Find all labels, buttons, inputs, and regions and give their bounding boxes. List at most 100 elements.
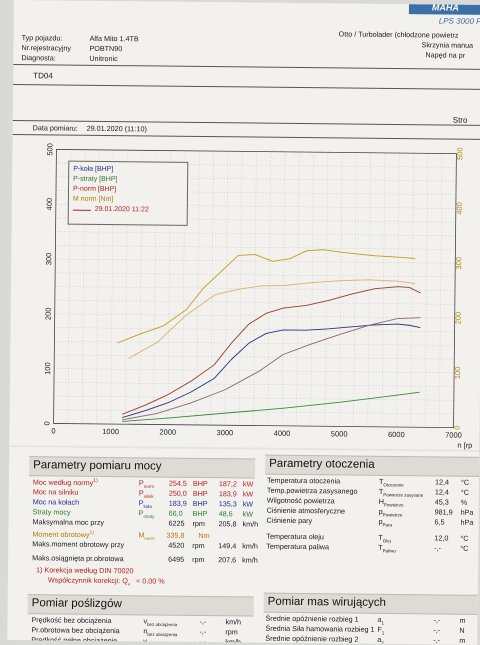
chart-legend: P-koła [BHP] P-straty [BHP] P-norm [BHP]…: [67, 160, 189, 226]
param-label: Straty mocy: [32, 507, 71, 517]
row-unit: km/h: [225, 637, 241, 645]
row-symbol-sub: pełne obciążenie: [146, 641, 181, 645]
param-unit-2: km/h: [242, 519, 259, 529]
row-label: Średnie opóźnienie rozbieg 2: [265, 633, 359, 644]
grid-line-horizontal: [56, 176, 457, 182]
y-left-tick-label: 200: [44, 307, 53, 320]
param-label: Moc na silniku: [33, 487, 79, 496]
row-symbol-sub: Powietrze zasysane: [383, 492, 424, 498]
max-torque-rpm: 4520: [168, 540, 185, 550]
torque-symbol: Mnorm: [138, 530, 154, 541]
param-unit-2: kW: [242, 509, 254, 519]
date-divider-top: [12, 119, 480, 126]
y-left-tick-label: 400: [45, 198, 54, 211]
x-tick-label: 4000: [274, 429, 291, 438]
grid-line-horizontal: [54, 368, 455, 374]
y-right-tick-label: 300: [454, 257, 463, 270]
row-label: Prędkość pełne obciążenie: [31, 635, 118, 645]
grid-line-horizontal: [55, 286, 455, 291]
row-symbol-sub: Olej: [382, 538, 391, 544]
row-symbol-sub: bez obciążenia: [147, 621, 178, 628]
correction-factor-sub: v: [127, 581, 131, 587]
row-label: Prędkość bez obciążenia: [31, 615, 112, 626]
row-symbol-sub: 2: [381, 640, 384, 645]
params-section-title: Parametry pomiaru mocy: [33, 459, 162, 473]
y-left-tick-label: 100: [43, 362, 52, 375]
param-value-1: 6225: [168, 518, 185, 528]
y-right-tick-label: 0: [453, 426, 462, 430]
vehicle-type-value: Alfa Mito 1.4TB: [89, 33, 139, 44]
engine-type: Otto / Turbolader (chłodzone powietrz: [338, 29, 459, 40]
param-value-1: 254,5: [168, 478, 187, 488]
torque-unit: Nm: [198, 530, 210, 541]
param-unit-2: kW: [242, 479, 254, 489]
row-label: Temperatura otoczenia: [266, 475, 341, 486]
series-line-5: [128, 279, 416, 359]
y-left-tick-label: 300: [44, 253, 53, 266]
correction-factor-label: Współczynnik korekcji: Q: [47, 575, 128, 586]
grid-line-horizontal: [54, 299, 455, 305]
x-tick-label: 3000: [217, 428, 234, 437]
grid-line-horizontal: [54, 313, 455, 319]
param-unit-2: kW: [242, 499, 254, 509]
x-tick-label: 5000: [331, 429, 348, 438]
row-label: Wilgotność powietrza: [266, 495, 335, 506]
param-unit-1: BHP: [192, 478, 208, 489]
dyno-report-sheet: MAHA LPS 3000 P Typ pojazdu: Alfa Mito 1…: [7, 0, 480, 645]
grid-line-horizontal: [54, 327, 455, 332]
chart-grid: [53, 149, 457, 429]
param-unit-1: BHP: [192, 488, 208, 499]
row-symbol-sub: 1: [381, 630, 385, 636]
mass-section-title: Pomiar mas wirujących: [267, 595, 387, 609]
code-divider: [13, 83, 480, 90]
brand-logo: MAHA: [431, 2, 459, 13]
grid-line-horizontal: [56, 162, 457, 168]
row-value: -,-: [199, 626, 207, 637]
gearbox-type: Skrzynia manua: [421, 40, 474, 50]
row-value: 6,5: [434, 517, 445, 527]
legend-item-p-straty: P-straty [BHP]: [73, 175, 118, 184]
x-tick-label: 1000: [102, 427, 119, 436]
row-value: -,-: [433, 635, 441, 645]
row-value: 981,9: [434, 507, 453, 517]
series-line-0: [122, 286, 421, 415]
registration-label: Nr.rejestracyjny: [21, 43, 72, 53]
row-value: 12,0: [434, 533, 449, 543]
chart-curves: [117, 249, 421, 422]
series-line-2: [122, 391, 420, 422]
grid-line-horizontal: [54, 354, 455, 360]
row-value: -,-: [199, 636, 207, 645]
param-value-1: 183,9: [168, 498, 187, 508]
registration-value: POBTN90: [89, 43, 123, 54]
series-line-1: [122, 323, 421, 418]
param-label-text: Straty mocy: [32, 507, 71, 517]
row-label: Temp.powietrza zasysanego: [266, 485, 358, 496]
grid-line-horizontal: [55, 245, 456, 250]
row-unit: km/h: [225, 617, 242, 627]
param-symbol-sub: norm: [143, 483, 155, 489]
grid-line-horizontal: [53, 382, 454, 387]
row-unit: °C: [460, 477, 470, 487]
grid-line-horizontal: [54, 341, 455, 346]
measurement-date-value: 29.01.2020 (11:10): [86, 123, 147, 134]
row-symbol: vpełne obciążenie: [143, 636, 181, 645]
grid-line-horizontal: [55, 258, 456, 264]
row-symbol-main: v: [143, 636, 147, 645]
row-value: -,-: [434, 543, 442, 553]
report-code: TD04: [33, 71, 53, 81]
series-line-3: [117, 249, 416, 344]
torque-footnote: 1): [89, 529, 95, 536]
slip-section-title: Pomiar poślizgów: [31, 597, 122, 611]
max-rpm-speed-unit: km/h: [242, 555, 258, 565]
row-unit: hPa: [460, 507, 474, 517]
row-symbol: TPowietrze zasysane: [379, 487, 424, 498]
param-unit-1: rpm: [192, 518, 205, 529]
y-left-tick-label: 500: [45, 143, 54, 156]
x-tick-label: 6000: [388, 430, 405, 439]
env-section-title: Parametry otoczenia: [269, 457, 375, 471]
vehicle-type-label: Typ pojazdu:: [21, 33, 63, 43]
y-right-tick-label: 500: [455, 147, 464, 160]
y-right-tick-label: 100: [453, 367, 462, 380]
grid-line-horizontal: [55, 272, 456, 278]
